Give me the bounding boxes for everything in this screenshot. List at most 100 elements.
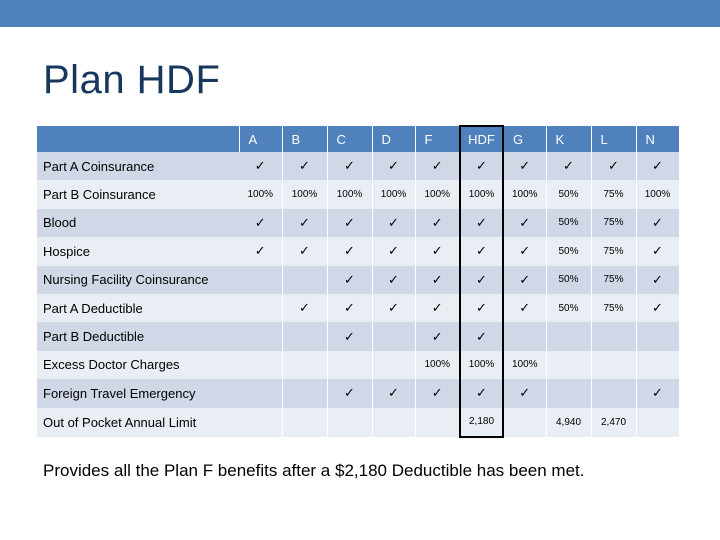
table-cell (415, 407, 461, 437)
table-cell (282, 350, 328, 380)
row-label: Part A Coinsurance (37, 152, 239, 181)
check-mark-icon: ✓ (503, 237, 547, 266)
table-cell: 100% (372, 180, 416, 209)
table-cell (503, 322, 547, 351)
check-mark-icon: ✓ (415, 152, 461, 181)
table-row: Nursing Facility Coinsurance ✓ ✓ ✓ ✓ ✓ 50% 75% ✓ (37, 265, 680, 294)
row-label: Hospice (37, 237, 239, 266)
check-mark-icon: ✓ (415, 265, 461, 294)
table-cell: 2,180 (459, 407, 504, 438)
check-mark-icon: ✓ (503, 152, 547, 181)
check-mark-icon: ✓ (239, 208, 283, 238)
table-row: Part A Coinsurance ✓ ✓ ✓ ✓ ✓ ✓ ✓ ✓ ✓ ✓ (37, 152, 680, 181)
table-cell: 4,940 (546, 407, 592, 437)
table-row: Hospice ✓ ✓ ✓ ✓ ✓ ✓ ✓ 50% 75% ✓ (37, 237, 680, 266)
column-header-plan: F (415, 126, 461, 152)
check-mark-icon: ✓ (503, 293, 547, 323)
row-label: Foreign Travel Emergency (37, 379, 239, 408)
check-mark-icon: ✓ (459, 379, 504, 408)
check-mark-icon: ✓ (415, 293, 461, 323)
table-cell (239, 350, 283, 380)
row-label: Out of Pocket Annual Limit (37, 407, 239, 437)
table-cell: 75% (591, 293, 637, 323)
slide-title: Plan HDF (43, 58, 221, 102)
table-cell: 50% (546, 293, 592, 323)
check-mark-icon: ✓ (503, 208, 547, 238)
check-mark-icon: ✓ (327, 322, 373, 351)
table-row: Blood ✓ ✓ ✓ ✓ ✓ ✓ ✓ 50% 75% ✓ (37, 208, 680, 238)
check-mark-icon: ✓ (372, 208, 416, 238)
table-cell (282, 379, 328, 408)
check-mark-icon: ✓ (327, 208, 373, 238)
table-cell (372, 350, 416, 380)
row-label: Nursing Facility Coinsurance (37, 265, 239, 294)
check-mark-icon: ✓ (327, 379, 373, 408)
table-row: Foreign Travel Emergency ✓ ✓ ✓ ✓ ✓ ✓ (37, 379, 680, 408)
column-header-plan: N (636, 126, 680, 152)
table-cell: 100% (459, 180, 504, 209)
table-cell (282, 322, 328, 351)
check-mark-icon: ✓ (372, 379, 416, 408)
table-row: Out of Pocket Annual Limit 2,180 4,940 2,47… (37, 407, 680, 438)
check-mark-icon: ✓ (459, 152, 504, 181)
check-mark-icon: ✓ (327, 265, 373, 294)
table-cell: 100% (503, 180, 547, 209)
table-cell: 75% (591, 208, 637, 238)
table-cell: 50% (546, 237, 592, 266)
check-mark-icon: ✓ (503, 265, 547, 294)
row-label: Blood (37, 208, 239, 238)
column-header-plan: D (372, 126, 416, 152)
check-mark-icon: ✓ (239, 237, 283, 266)
check-mark-icon: ✓ (415, 237, 461, 266)
table-body: Part A Coinsurance ✓ ✓ ✓ ✓ ✓ ✓ ✓ ✓ ✓ ✓ Part B Coins… (37, 152, 680, 438)
table-row: Part B Coinsurance 100% 100% 100% 100% 100% 10… (37, 180, 680, 209)
table-header-row: A B C D F HDF G K L N (37, 125, 680, 152)
check-mark-icon: ✓ (636, 293, 680, 323)
check-mark-icon: ✓ (282, 237, 328, 266)
top-accent-bar (0, 0, 720, 27)
table-cell (239, 407, 283, 437)
table-row: Excess Doctor Charges 100% 100% 100% (37, 350, 680, 380)
table-cell (636, 407, 680, 437)
check-mark-icon: ✓ (415, 379, 461, 408)
check-mark-icon: ✓ (636, 237, 680, 266)
check-mark-icon: ✓ (372, 265, 416, 294)
table-cell: 100% (282, 180, 328, 209)
table-cell: 75% (591, 180, 637, 209)
column-header-plan: HDF (459, 125, 504, 152)
table-cell (327, 350, 373, 380)
table-cell (239, 379, 283, 408)
table-cell (591, 322, 637, 351)
check-mark-icon: ✓ (327, 152, 373, 181)
table-cell (503, 407, 547, 437)
table-row: Part B Deductible ✓ ✓ ✓ (37, 322, 680, 351)
table-cell: 100% (503, 350, 547, 380)
row-label: Part B Deductible (37, 322, 239, 351)
column-header-plan: B (282, 126, 328, 152)
check-mark-icon: ✓ (372, 152, 416, 181)
column-header-plan: G (503, 126, 547, 152)
header-corner (37, 126, 240, 152)
table-cell (636, 350, 680, 380)
table-cell: 100% (415, 180, 461, 209)
check-mark-icon: ✓ (282, 293, 328, 323)
table-cell: 100% (327, 180, 373, 209)
table-cell (546, 379, 592, 408)
table-cell: 50% (546, 208, 592, 238)
table-cell: 100% (415, 350, 461, 380)
table-cell (372, 322, 416, 351)
check-mark-icon: ✓ (636, 152, 680, 181)
check-mark-icon: ✓ (459, 293, 504, 323)
check-mark-icon: ✓ (636, 379, 680, 408)
check-mark-icon: ✓ (459, 265, 504, 294)
check-mark-icon: ✓ (282, 208, 328, 238)
row-label: Part A Deductible (37, 293, 239, 323)
table-cell: 50% (546, 265, 592, 294)
table-cell: 75% (591, 265, 637, 294)
check-mark-icon: ✓ (282, 152, 328, 181)
check-mark-icon: ✓ (591, 152, 637, 181)
check-mark-icon: ✓ (459, 208, 504, 238)
check-mark-icon: ✓ (459, 322, 504, 351)
footnote: Provides all the Plan F benefits after a… (43, 461, 585, 480)
check-mark-icon: ✓ (372, 293, 416, 323)
